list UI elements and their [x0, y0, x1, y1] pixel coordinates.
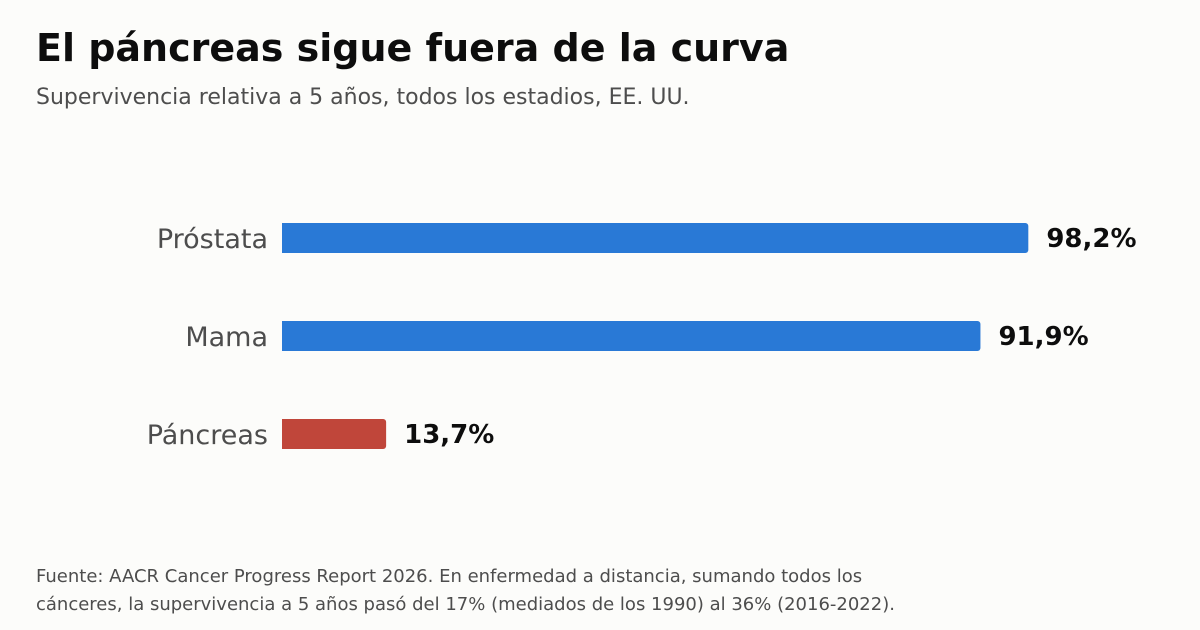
bar-mama: [282, 321, 981, 351]
bar-base-mama: [282, 321, 286, 351]
source-footnote: Fuente: AACR Cancer Progress Report 2026…: [36, 563, 1166, 619]
chart-title: El páncreas sigue fuera de la curva: [36, 26, 790, 70]
value-label-mama: 91,9%: [998, 322, 1088, 352]
footnote-line-1: Fuente: AACR Cancer Progress Report 2026…: [36, 566, 863, 587]
bars-layer: Próstata 98,2% Mama 91,9% Páncreas 13,7%: [147, 223, 1137, 451]
bar-base-prostata: [282, 223, 286, 253]
bar-prostata: [282, 223, 1029, 253]
value-label-prostata: 98,2%: [1046, 224, 1136, 254]
value-label-pancreas: 13,7%: [404, 420, 494, 450]
bar-pancreas: [282, 419, 387, 449]
category-label-mama: Mama: [185, 322, 268, 353]
chart-subtitle: Supervivencia relativa a 5 años, todos l…: [36, 85, 690, 110]
bar-base-pancreas: [282, 419, 286, 449]
category-label-pancreas: Páncreas: [147, 420, 268, 451]
category-label-prostata: Próstata: [157, 224, 268, 255]
footnote-line-2: cánceres, la supervivencia a 5 años pasó…: [36, 594, 895, 615]
